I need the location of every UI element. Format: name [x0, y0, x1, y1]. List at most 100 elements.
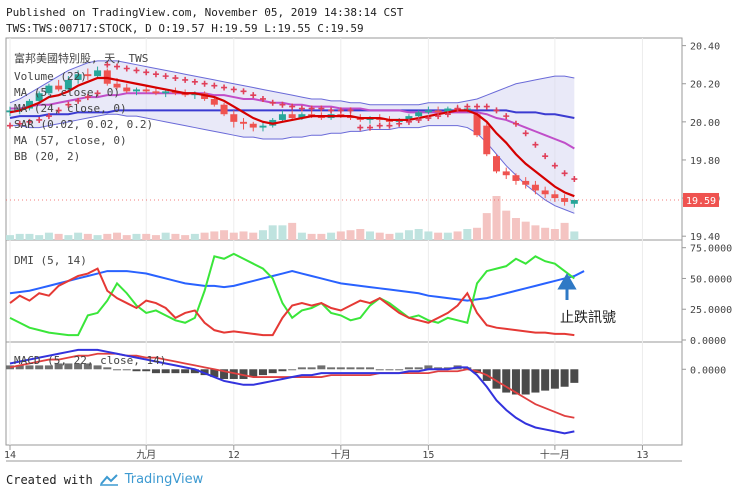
sar-point: [425, 115, 432, 122]
xtick-label: 九月: [136, 449, 156, 461]
candle-body: [278, 114, 286, 120]
volume-bar: [414, 229, 423, 240]
macd-histogram-bar: [35, 365, 44, 370]
volume-bar: [570, 231, 579, 240]
sar-point: [444, 111, 451, 118]
candle-body: [230, 114, 238, 122]
macd-histogram-bar: [278, 369, 287, 372]
sar-point: [26, 118, 33, 125]
volume-bar: [560, 222, 569, 240]
volume-bar: [434, 232, 443, 240]
volume-bar: [93, 235, 102, 240]
macd-histogram-bar: [249, 369, 258, 378]
volume-bar: [25, 233, 34, 240]
candle-body: [493, 156, 500, 172]
bb-lower-line: [10, 113, 575, 214]
candle-body: [64, 79, 72, 90]
volume-bar: [550, 229, 559, 240]
macd-histogram-bar: [229, 369, 238, 379]
sar-point: [240, 88, 247, 95]
last-price-tag: 19.59: [683, 192, 719, 207]
xtick-label: 15: [422, 450, 434, 461]
macd-histogram-bar: [492, 369, 501, 389]
legend-ma5: MA (5, close, 0): [14, 86, 120, 99]
sar-point: [36, 116, 43, 123]
sar-point: [289, 103, 296, 110]
volume-bar: [171, 233, 180, 240]
sar-point: [337, 107, 344, 114]
volume-bar: [200, 232, 209, 240]
candle-body: [570, 199, 578, 204]
sar-point: [133, 67, 140, 74]
sar-point: [503, 113, 510, 120]
volume-bar: [229, 232, 238, 240]
candle-body: [113, 83, 121, 88]
macd-histogram-bar: [375, 369, 384, 371]
volume-bar: [54, 233, 63, 240]
volume-bar: [249, 232, 258, 240]
volume-bar: [443, 232, 452, 240]
candle-body: [512, 175, 520, 181]
volume-bar: [327, 232, 336, 240]
macd-histogram-bar: [171, 369, 180, 374]
volume-bar: [307, 233, 316, 240]
sar-point: [221, 84, 228, 91]
sar-point: [55, 107, 62, 114]
sar-point: [65, 101, 72, 108]
di-plus-line: [9, 252, 575, 337]
volume-bar: [404, 230, 413, 240]
symbol-ohlc-line: TWS:TWS:00717:STOCK, D O:19.57 H:19.59 L…: [6, 22, 364, 35]
volume-bar: [220, 230, 229, 240]
macd-histogram-bar: [142, 369, 151, 372]
tradingview-brand[interactable]: TradingView: [124, 472, 204, 487]
sar-point: [405, 118, 412, 125]
published-line: Published on TradingView.com, November 0…: [6, 6, 404, 19]
sar-point: [512, 120, 519, 127]
macd-histogram-bar: [15, 365, 24, 370]
volume-bar: [317, 233, 326, 240]
volume-bar: [336, 231, 345, 240]
footer: Created with TradingView: [6, 472, 203, 487]
macd-histogram-bar: [74, 363, 83, 370]
candle-body: [502, 171, 510, 176]
candle-body: [259, 125, 267, 128]
price-pane: [6, 60, 682, 240]
price-ytick-label: 20.40: [690, 42, 720, 53]
macd-histogram-bar: [132, 369, 141, 372]
volume-bar: [210, 231, 219, 240]
candle-body: [298, 114, 306, 119]
candle-body: [288, 114, 296, 119]
volume-bar: [132, 233, 141, 240]
candle-body: [551, 194, 559, 199]
di-minus-line: [9, 267, 575, 337]
volume-bar: [190, 233, 199, 240]
sar-point: [464, 103, 471, 110]
sar-point: [308, 105, 315, 112]
sar-point: [250, 92, 257, 99]
macd-histogram-bar: [414, 367, 423, 370]
candle-body: [55, 85, 63, 90]
volume-bar: [511, 218, 520, 240]
sar-point: [45, 113, 52, 120]
volume-bar: [521, 221, 530, 240]
dmi-title: DMI (5, 14): [14, 254, 87, 267]
macd-histogram-bar: [550, 369, 559, 389]
candle-body: [249, 123, 257, 128]
price-title: 富邦美國特別股, 天, TWS: [14, 51, 148, 65]
dmi-ytick-label: 25.0000: [690, 305, 732, 316]
macd-histogram-bar: [570, 369, 579, 383]
volume-bar: [103, 233, 112, 240]
bb-upper-line: [9, 60, 575, 106]
xtick-label: 十一月: [540, 448, 570, 461]
axes: 20.4020.2020.0019.8019.6019.4075.000050.…: [4, 42, 732, 461]
created-with-text: Created with: [6, 472, 93, 487]
sar-point: [7, 122, 13, 129]
sar-point: [328, 107, 335, 114]
volume-bar: [395, 232, 404, 240]
sar-point: [522, 130, 529, 137]
volume-bar: [482, 213, 491, 240]
sar-point: [104, 61, 111, 68]
candle-body: [240, 121, 248, 124]
legend-sar: SAR (0.02, 0.02, 0.2): [14, 118, 153, 131]
volume-bar: [473, 227, 482, 240]
